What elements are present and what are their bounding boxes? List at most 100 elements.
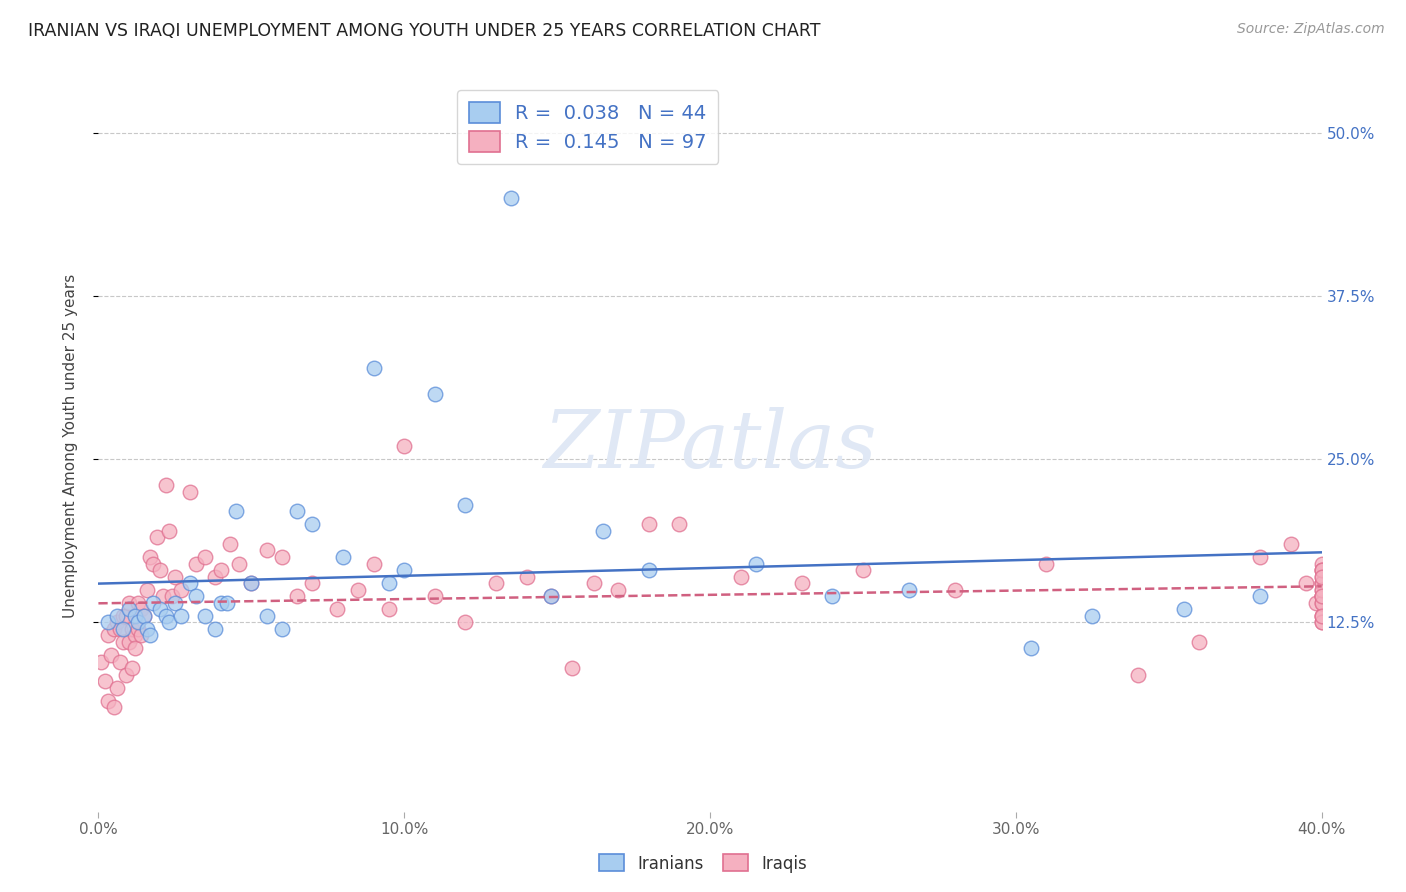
Point — [1310, 596, 1333, 610]
Point — [134, 608, 156, 623]
Point — [100, 648, 122, 662]
Point — [105, 608, 128, 623]
Point — [637, 563, 661, 577]
Point — [134, 608, 156, 623]
Point — [501, 191, 523, 205]
Point — [1310, 563, 1333, 577]
Point — [1310, 589, 1333, 603]
Point — [363, 360, 385, 375]
Point — [124, 641, 146, 656]
Point — [1279, 537, 1302, 551]
Point — [1019, 641, 1042, 656]
Point — [149, 563, 172, 577]
Point — [285, 504, 308, 518]
Point — [124, 628, 146, 642]
Point — [582, 576, 605, 591]
Point — [157, 615, 180, 630]
Point — [142, 557, 165, 571]
Point — [378, 576, 401, 591]
Point — [454, 615, 477, 630]
Point — [204, 622, 226, 636]
Point — [1310, 563, 1333, 577]
Point — [668, 517, 690, 532]
Point — [103, 700, 125, 714]
Point — [139, 549, 162, 564]
Point — [1310, 582, 1333, 597]
Point — [90, 655, 112, 669]
Point — [136, 582, 159, 597]
Point — [943, 582, 966, 597]
Point — [240, 576, 263, 591]
Point — [105, 681, 128, 695]
Y-axis label: Unemployment Among Youth under 25 years: Unemployment Among Youth under 25 years — [63, 274, 77, 618]
Point — [1310, 576, 1333, 591]
Legend: Iranians, Iraqis: Iranians, Iraqis — [592, 847, 814, 880]
Point — [1295, 576, 1317, 591]
Point — [1310, 608, 1333, 623]
Point — [179, 576, 201, 591]
Point — [118, 602, 141, 616]
Point — [115, 667, 138, 681]
Point — [170, 608, 193, 623]
Point — [607, 582, 630, 597]
Point — [1188, 635, 1211, 649]
Point — [301, 576, 323, 591]
Point — [225, 504, 247, 518]
Point — [540, 589, 562, 603]
Point — [97, 694, 120, 708]
Point — [97, 615, 120, 630]
Point — [142, 596, 165, 610]
Point — [111, 635, 134, 649]
Point — [1310, 608, 1333, 623]
Point — [170, 582, 193, 597]
Point — [129, 628, 152, 642]
Point — [1035, 557, 1057, 571]
Point — [423, 589, 446, 603]
Point — [1310, 557, 1333, 571]
Point — [592, 524, 614, 538]
Point — [730, 569, 752, 583]
Point — [121, 622, 143, 636]
Point — [139, 628, 162, 642]
Point — [1310, 589, 1333, 603]
Point — [215, 596, 238, 610]
Point — [145, 530, 167, 544]
Point — [118, 635, 141, 649]
Point — [1249, 589, 1271, 603]
Point — [1310, 576, 1333, 591]
Point — [378, 602, 401, 616]
Point — [194, 608, 217, 623]
Point — [209, 563, 232, 577]
Point — [163, 596, 186, 610]
Text: Source: ZipAtlas.com: Source: ZipAtlas.com — [1237, 22, 1385, 37]
Point — [540, 589, 562, 603]
Point — [454, 498, 477, 512]
Point — [129, 602, 152, 616]
Point — [1310, 589, 1333, 603]
Point — [155, 608, 177, 623]
Point — [561, 661, 583, 675]
Point — [103, 622, 125, 636]
Point — [363, 557, 385, 571]
Point — [219, 537, 242, 551]
Point — [111, 608, 134, 623]
Point — [105, 615, 128, 630]
Point — [209, 596, 232, 610]
Legend: R =  0.038   N = 44, R =  0.145   N = 97: R = 0.038 N = 44, R = 0.145 N = 97 — [457, 90, 718, 163]
Point — [118, 596, 141, 610]
Point — [301, 517, 323, 532]
Point — [1310, 589, 1333, 603]
Point — [179, 484, 201, 499]
Point — [1310, 608, 1333, 623]
Point — [392, 563, 416, 577]
Point — [423, 386, 446, 401]
Point — [1081, 608, 1104, 623]
Point — [111, 622, 134, 636]
Point — [790, 576, 813, 591]
Point — [1310, 563, 1333, 577]
Point — [121, 661, 143, 675]
Point — [516, 569, 538, 583]
Point — [1310, 582, 1333, 597]
Point — [1310, 569, 1333, 583]
Point — [821, 589, 844, 603]
